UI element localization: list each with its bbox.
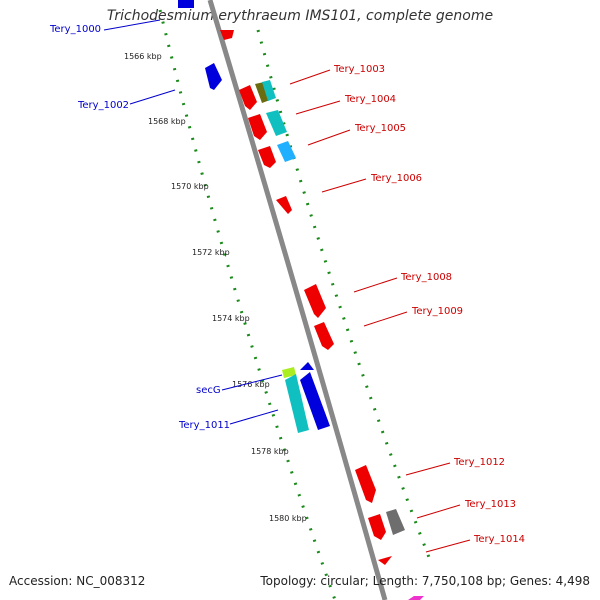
genome-summary-text: Topology: circular; Length: 7,750,108 bp…	[260, 574, 590, 588]
kbp-tick: 1580 kbp	[269, 514, 307, 523]
gene-feature[interactable]	[300, 362, 314, 370]
label-connector	[321, 178, 367, 193]
outer-tick-track	[256, 29, 432, 561]
gene-label-tery-1009[interactable]: Tery_1009	[411, 306, 463, 317]
gene-feature[interactable]	[239, 85, 257, 110]
label-connector	[405, 462, 451, 476]
gene-feature[interactable]	[276, 196, 292, 214]
gene-feature[interactable]	[178, 0, 194, 8]
gene-feature[interactable]	[314, 322, 334, 350]
gene-feature[interactable]	[355, 465, 376, 503]
gene-feature[interactable]	[386, 509, 405, 535]
label-connector	[416, 504, 461, 519]
gene-label-tery-1002[interactable]: Tery_1002	[77, 100, 129, 111]
gene-feature[interactable]	[255, 82, 270, 103]
gene-feature[interactable]	[378, 556, 392, 565]
gene-feature[interactable]	[277, 141, 296, 162]
label-connector	[221, 374, 283, 391]
gene-feature[interactable]	[368, 514, 386, 540]
kbp-tick: 1574 kbp	[212, 314, 250, 323]
gene-feature[interactable]	[258, 146, 276, 168]
gene-label-tery-1006[interactable]: Tery_1006	[370, 173, 422, 184]
kbp-tick: 1572 kbp	[192, 248, 230, 257]
gene-feature[interactable]	[220, 30, 234, 40]
gene-feature[interactable]	[248, 114, 267, 140]
gene-label-tery-1008[interactable]: Tery_1008	[400, 272, 452, 283]
gene-label-tery-1005[interactable]: Tery_1005	[354, 123, 406, 134]
gene-label-tery-1014[interactable]: Tery_1014	[473, 534, 525, 545]
gene-feature[interactable]	[282, 367, 296, 378]
genome-backbone	[207, 0, 388, 600]
gene-feature[interactable]	[205, 63, 222, 90]
accession-text: Accession: NC_008312	[9, 574, 146, 588]
label-connector	[363, 311, 408, 327]
label-connector	[289, 69, 331, 85]
gene-label-tery-1003[interactable]: Tery_1003	[333, 64, 385, 75]
label-connector	[229, 409, 279, 425]
label-connector	[353, 277, 398, 293]
gene-label-tery-1011[interactable]: Tery_1011	[178, 420, 230, 431]
gene-feature[interactable]	[300, 372, 330, 430]
kbp-tick: 1568 kbp	[148, 117, 186, 126]
gene-label-secg[interactable]: secG	[196, 385, 221, 396]
kbp-tick: 1576 kbp	[232, 380, 270, 389]
label-connector	[307, 129, 351, 146]
gene-feature[interactable]	[266, 110, 287, 136]
gene-feature[interactable]	[285, 374, 309, 433]
gene-label-tery-1013[interactable]: Tery_1013	[464, 499, 516, 510]
kbp-tick: 1566 kbp	[124, 52, 162, 61]
label-connector	[129, 89, 176, 105]
gene-label-tery-1012[interactable]: Tery_1012	[453, 457, 505, 468]
label-connector	[425, 539, 471, 553]
gene-feature[interactable]	[262, 80, 276, 101]
kbp-tick: 1578 kbp	[251, 447, 289, 456]
gene-feature[interactable]	[304, 284, 326, 318]
map-title: Trichodesmium erythraeum IMS101, complet…	[106, 8, 494, 24]
gene-label-tery-1004[interactable]: Tery_1004	[344, 94, 396, 105]
gene-feature[interactable]	[408, 596, 424, 600]
label-connector	[103, 19, 161, 31]
label-connector	[295, 100, 341, 115]
kbp-tick: 1570 kbp	[171, 182, 209, 191]
gene-label-tery-1000[interactable]: Tery_1000	[49, 24, 101, 35]
